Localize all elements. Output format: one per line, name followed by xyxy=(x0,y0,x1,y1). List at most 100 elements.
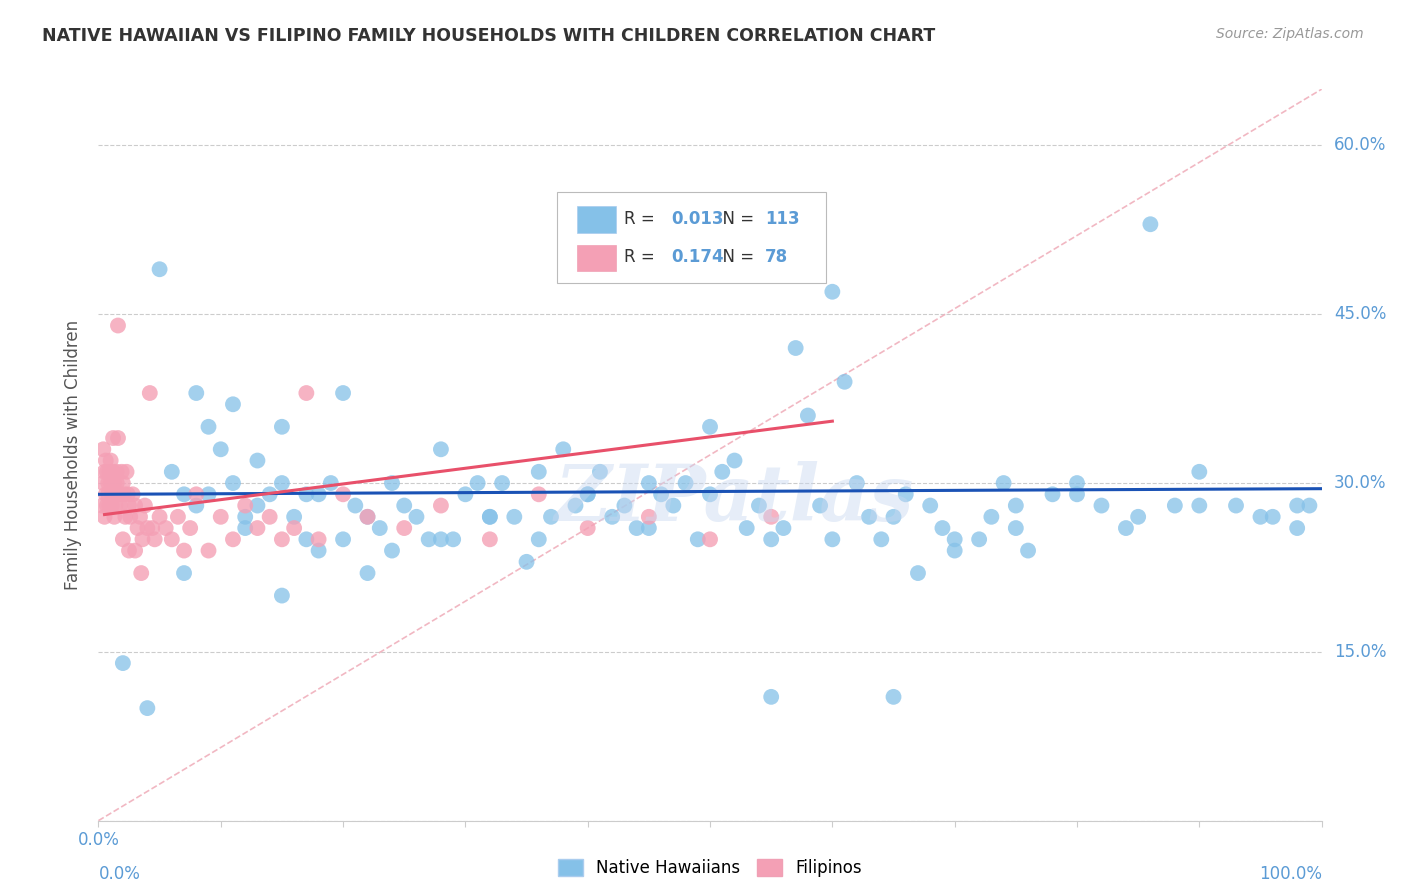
Point xyxy=(1004,499,1026,513)
Point xyxy=(943,533,966,547)
Point xyxy=(103,476,125,491)
Point xyxy=(295,386,318,401)
Point xyxy=(259,509,281,524)
Point xyxy=(111,533,134,547)
Point xyxy=(149,262,172,277)
Point xyxy=(491,476,513,491)
Point xyxy=(94,487,117,501)
Point xyxy=(980,509,1002,524)
Point xyxy=(319,476,342,491)
Point xyxy=(127,521,149,535)
Point xyxy=(527,533,550,547)
Point xyxy=(197,487,219,501)
Point xyxy=(197,419,219,434)
Point xyxy=(97,476,120,491)
Point xyxy=(233,509,256,524)
Text: 78: 78 xyxy=(765,249,789,267)
Text: NATIVE HAWAIIAN VS FILIPINO FAMILY HOUSEHOLDS WITH CHILDREN CORRELATION CHART: NATIVE HAWAIIAN VS FILIPINO FAMILY HOUSE… xyxy=(42,27,935,45)
Point xyxy=(870,533,893,547)
Point xyxy=(1017,543,1039,558)
Point xyxy=(356,509,378,524)
Point xyxy=(173,566,195,580)
Point xyxy=(136,521,159,535)
Point xyxy=(392,499,416,513)
Point xyxy=(1298,499,1320,513)
Point xyxy=(100,453,122,467)
Text: 0.013: 0.013 xyxy=(671,210,723,227)
Text: 30.0%: 30.0% xyxy=(1334,474,1386,492)
Point xyxy=(141,521,163,535)
Point xyxy=(308,533,330,547)
Point xyxy=(564,499,586,513)
Point xyxy=(894,487,917,501)
Text: N =: N = xyxy=(713,249,759,267)
Point xyxy=(93,509,115,524)
Point xyxy=(111,476,134,491)
Text: 15.0%: 15.0% xyxy=(1334,643,1386,661)
Point xyxy=(143,533,166,547)
Point xyxy=(96,499,118,513)
Point xyxy=(515,555,537,569)
Point xyxy=(283,521,305,535)
Point xyxy=(761,509,783,524)
Point xyxy=(308,543,330,558)
Point xyxy=(344,499,367,513)
Point xyxy=(699,533,721,547)
Point xyxy=(186,487,208,501)
Point xyxy=(834,375,856,389)
Point xyxy=(101,465,124,479)
Point xyxy=(662,499,685,513)
Point xyxy=(993,476,1015,491)
Point xyxy=(186,499,208,513)
Point xyxy=(1188,499,1211,513)
Point xyxy=(931,521,953,535)
Point xyxy=(283,509,305,524)
Text: ZIPatlas: ZIPatlas xyxy=(555,460,914,537)
Point xyxy=(160,533,183,547)
Point xyxy=(108,487,131,501)
Point xyxy=(699,419,721,434)
Point xyxy=(222,397,245,411)
Point xyxy=(1188,465,1211,479)
Point xyxy=(675,476,697,491)
Y-axis label: Family Households with Children: Family Households with Children xyxy=(65,320,83,590)
Point xyxy=(1115,521,1137,535)
Point xyxy=(503,509,526,524)
Point xyxy=(650,487,672,501)
Point xyxy=(418,533,440,547)
Point xyxy=(101,499,124,513)
Point xyxy=(160,465,183,479)
Point xyxy=(845,476,868,491)
Point xyxy=(735,521,758,535)
Point xyxy=(129,566,152,580)
Point xyxy=(527,487,550,501)
Point xyxy=(858,509,880,524)
Point xyxy=(637,521,661,535)
Point xyxy=(94,453,117,467)
Point xyxy=(112,487,135,501)
Point xyxy=(233,521,256,535)
Point xyxy=(332,386,354,401)
Text: 113: 113 xyxy=(765,210,800,227)
Point xyxy=(883,690,905,704)
Point xyxy=(478,509,501,524)
Point xyxy=(723,453,745,467)
FancyBboxPatch shape xyxy=(557,192,827,283)
Point xyxy=(441,533,464,547)
Point xyxy=(186,386,208,401)
Point xyxy=(761,690,783,704)
Point xyxy=(139,386,162,401)
Point xyxy=(197,543,219,558)
Point xyxy=(785,341,807,355)
Point xyxy=(613,499,636,513)
Point xyxy=(91,442,114,457)
Point xyxy=(368,521,391,535)
Point xyxy=(107,431,129,445)
Point xyxy=(209,509,232,524)
Point xyxy=(626,521,648,535)
Point xyxy=(110,499,132,513)
Text: R =: R = xyxy=(624,249,661,267)
Point xyxy=(1128,509,1150,524)
Point xyxy=(430,499,453,513)
Point xyxy=(576,487,599,501)
